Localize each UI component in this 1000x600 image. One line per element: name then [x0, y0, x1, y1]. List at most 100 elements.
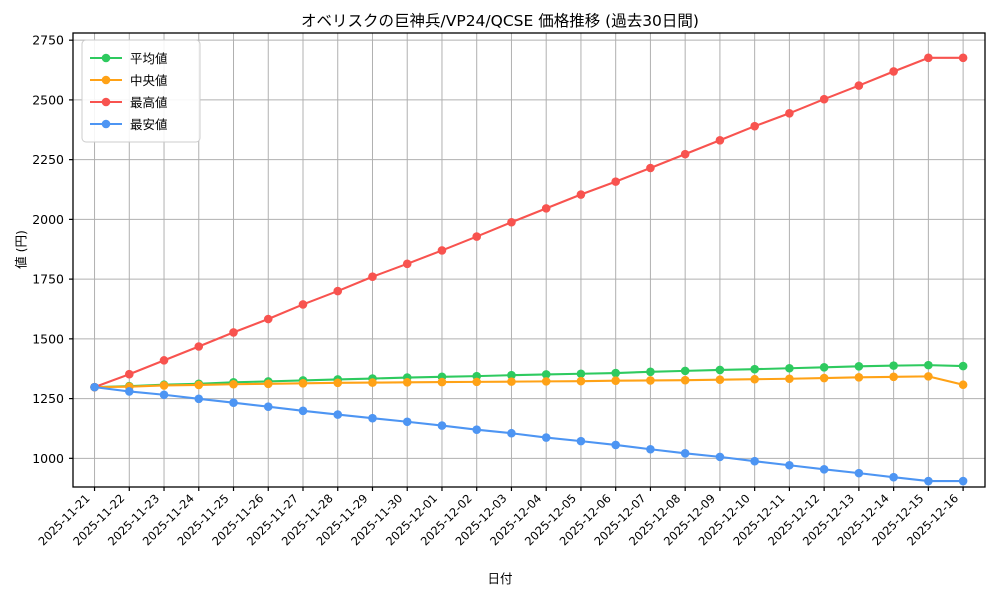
data-point [924, 53, 933, 63]
y-tick-label: 2250 [32, 152, 64, 167]
data-point [924, 360, 933, 370]
data-point [924, 476, 933, 486]
data-point [785, 460, 794, 470]
legend-label: 中央値 [130, 73, 168, 88]
data-point [402, 417, 412, 427]
legend-marker [101, 119, 111, 129]
data-point [958, 53, 968, 63]
data-point [437, 421, 447, 430]
data-point [750, 456, 759, 466]
data-point [715, 452, 725, 462]
data-point [958, 476, 968, 486]
y-tick-label: 1500 [32, 331, 64, 346]
data-point [368, 272, 377, 282]
data-point [229, 398, 238, 407]
series-line [93, 364, 965, 389]
y-tick-label: 1250 [32, 391, 64, 406]
series-line [93, 375, 965, 389]
y-tick-label: 1750 [32, 272, 64, 287]
data-point [576, 369, 586, 379]
y-tick-label: 2000 [32, 212, 64, 227]
data-point [229, 379, 238, 389]
data-point [854, 373, 864, 382]
data-point [298, 406, 308, 416]
x-axis-label: 日付 [487, 571, 513, 586]
data-point [368, 378, 377, 387]
series-1 [90, 372, 968, 392]
data-point [646, 367, 655, 377]
data-point [680, 375, 690, 385]
data-point [333, 378, 343, 388]
data-point [263, 314, 273, 324]
legend-label: 最高値 [130, 95, 168, 110]
legend-marker [101, 75, 111, 85]
data-point [159, 390, 169, 400]
data-point [889, 472, 898, 482]
data-point [750, 364, 759, 374]
y-axis: 1000 1250 1500 1750 2000 2250 2500 2750 [32, 33, 73, 466]
data-point [819, 373, 829, 383]
data-point [646, 444, 655, 454]
data-point [715, 135, 725, 145]
data-point [437, 377, 447, 387]
data-point [333, 286, 343, 296]
data-point [507, 428, 516, 438]
data-point [680, 449, 690, 458]
data-point [402, 259, 412, 269]
data-point [924, 372, 933, 381]
data-point [298, 378, 308, 388]
plot-background [73, 33, 985, 487]
data-point [819, 362, 829, 372]
data-point [611, 440, 620, 450]
legend-marker [101, 97, 111, 107]
data-point [680, 149, 690, 159]
legend-label: 平均値 [130, 51, 168, 66]
data-point [958, 380, 968, 390]
data-point [194, 342, 204, 351]
series-3 [90, 382, 968, 486]
data-point [437, 246, 447, 255]
data-point [263, 402, 273, 412]
data-point [576, 436, 586, 446]
data-point [194, 380, 204, 390]
x-axis: 2025-11-212025-11-222025-11-232025-11-24… [35, 487, 964, 548]
data-point [159, 356, 169, 365]
data-point [750, 121, 759, 131]
data-point [785, 108, 794, 118]
data-point [889, 67, 898, 76]
data-point [124, 369, 134, 379]
data-point [472, 425, 482, 434]
data-point [611, 177, 620, 186]
data-point [229, 328, 238, 337]
data-point [124, 387, 134, 396]
data-point [611, 368, 620, 378]
legend-label: 最安値 [130, 117, 168, 132]
data-point [854, 362, 864, 371]
data-point [889, 372, 898, 382]
data-point [472, 232, 482, 241]
data-point [958, 361, 968, 371]
data-point [541, 433, 551, 442]
data-point [541, 204, 551, 213]
data-point [541, 377, 551, 386]
data-point [785, 363, 794, 373]
series-line [93, 56, 965, 389]
data-point [507, 377, 516, 386]
chart-title: オベリスクの巨神兵/VP24/QCSE 価格推移 (過去30日間) [301, 12, 699, 30]
data-point [819, 94, 829, 104]
series-line [93, 386, 965, 483]
data-point [889, 361, 898, 370]
data-point [90, 382, 99, 392]
data-point [507, 370, 516, 380]
data-point [819, 465, 829, 474]
data-point [750, 374, 759, 384]
data-point [715, 375, 725, 385]
y-tick-label: 2750 [32, 33, 64, 48]
legend-box [81, 39, 201, 143]
data-point [854, 81, 864, 90]
data-point [368, 413, 377, 423]
data-point [333, 410, 343, 419]
